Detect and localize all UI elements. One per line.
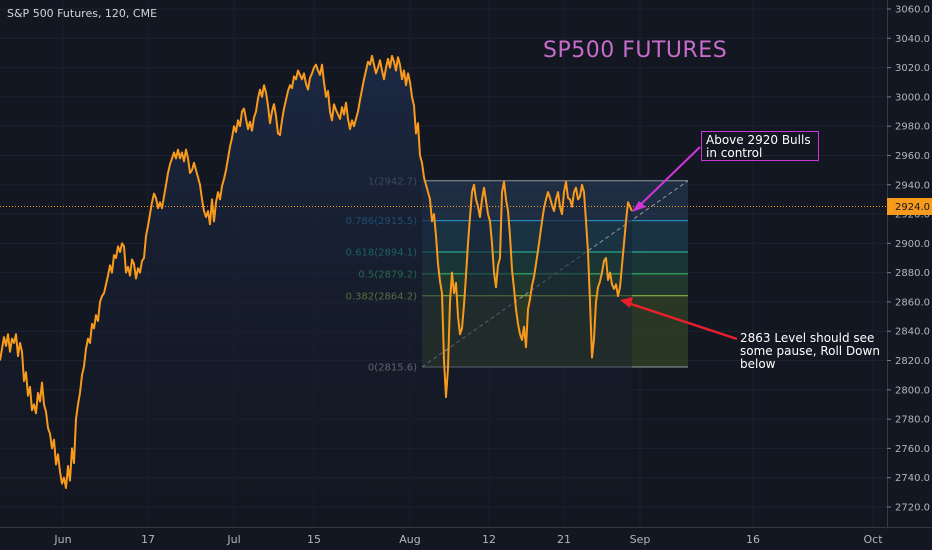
price-axis[interactable]: 2720.0 2740.0 2760.0 2780.0 2800.0 2820.0 2840… xyxy=(887,5,930,514)
price-tick-label: 3020.0 xyxy=(895,63,930,74)
time-tick-label: 12 xyxy=(482,533,496,546)
price-series-line[interactable] xyxy=(0,54,633,489)
bear-annotation[interactable]: 2863 Level should see some pause, Roll D… xyxy=(740,331,880,371)
price-tick-label: 2760.0 xyxy=(895,444,930,455)
price-tick-label: 2900.0 xyxy=(895,239,930,250)
time-tick-label: Sep xyxy=(630,533,651,546)
last-price-tag: 2924.0 xyxy=(887,198,932,215)
price-tick-label: 3040.0 xyxy=(895,34,930,45)
price-tick-label: 2800.0 xyxy=(895,385,930,396)
time-tick-label: 17 xyxy=(141,533,155,546)
last-price-label: 2924.0 xyxy=(895,202,930,213)
price-tick-label: 2860.0 xyxy=(895,297,930,308)
bull-arrow xyxy=(632,146,701,212)
time-tick-label: Jul xyxy=(226,533,240,546)
price-tick-label: 2880.0 xyxy=(895,268,930,279)
symbol-info: S&P 500 Futures, 120, CME xyxy=(7,7,158,20)
price-tick-label: 3000.0 xyxy=(895,92,930,103)
price-tick-label: 3060.0 xyxy=(895,5,930,16)
time-axis[interactable]: Jun 17 Jul 15 Aug 12 21 Sep 16 Oct xyxy=(53,533,883,546)
bear-arrow xyxy=(620,297,738,341)
time-tick-label: Aug xyxy=(399,533,420,546)
time-tick-label: 15 xyxy=(307,533,321,546)
price-area xyxy=(0,55,632,528)
price-tick-label: 2740.0 xyxy=(895,473,930,484)
price-tick-label: 2940.0 xyxy=(895,180,930,191)
time-tick-label: Oct xyxy=(863,533,883,546)
time-tick-label: Jun xyxy=(53,533,71,546)
price-tick-label: 2720.0 xyxy=(895,503,930,514)
price-tick-label: 2840.0 xyxy=(895,327,930,338)
price-tick-label: 2780.0 xyxy=(895,415,930,426)
price-tick-label: 2960.0 xyxy=(895,151,930,162)
bull-annotation[interactable]: Above 2920 Bulls in control xyxy=(701,131,819,161)
price-tick-label: 2820.0 xyxy=(895,356,930,367)
price-tick-label: 2980.0 xyxy=(895,122,930,133)
price-tick-label: 2920.0 xyxy=(895,210,930,221)
time-tick-label: 21 xyxy=(557,533,571,546)
time-tick-label: 16 xyxy=(746,533,760,546)
chart-title: SP500 FUTURES xyxy=(543,38,728,63)
